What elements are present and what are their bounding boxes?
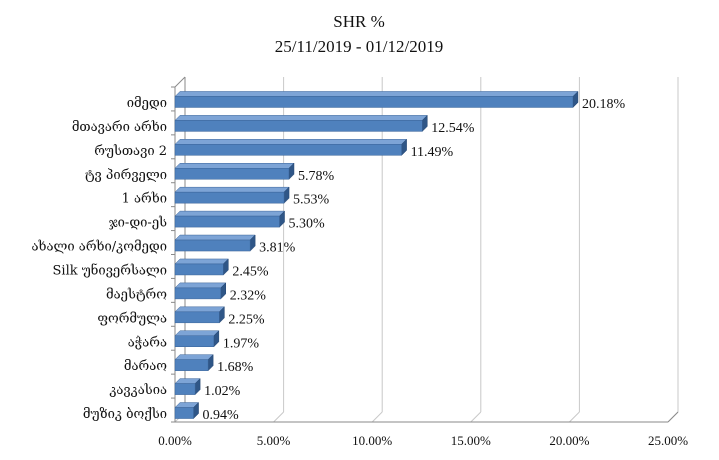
data-label: 1.68% <box>217 360 254 375</box>
bar <box>174 263 224 276</box>
category-label: ტვ პირველი <box>85 168 167 183</box>
bar <box>174 287 222 300</box>
category-label: მუზიკ ბოქსი <box>83 407 167 422</box>
bar <box>174 168 290 180</box>
floor-gridline <box>470 411 482 423</box>
category-label: კავკასია <box>109 383 167 398</box>
x-tick-label: 20.00% <box>549 433 589 448</box>
category-label: მთავარი არხი <box>72 120 167 135</box>
bar-top <box>174 330 220 336</box>
data-label: 20.18% <box>582 97 626 112</box>
bar <box>174 311 220 324</box>
x-tick-label: 25.00% <box>648 433 688 448</box>
data-label: 3.81% <box>259 241 296 256</box>
category-label: მარაო <box>124 359 167 374</box>
category-label: ჯი-დი-ეს <box>109 216 167 231</box>
category-label: იმედი <box>127 96 167 111</box>
bar-top <box>174 282 227 289</box>
bar-top <box>174 186 290 193</box>
x-tick-label: 0.00% <box>158 433 192 448</box>
bar <box>174 359 209 371</box>
x-tick-label: 10.00% <box>352 433 392 448</box>
data-label: 5.30% <box>289 217 326 232</box>
category-label: აჭარა <box>128 335 167 350</box>
floor-edge <box>667 411 679 423</box>
bar-top <box>174 234 256 241</box>
bar <box>174 335 215 347</box>
category-label: ფორმულა <box>97 311 167 326</box>
chart-subtitle: 25/11/2019 - 01/12/2019 <box>275 37 443 56</box>
bar-top <box>174 139 408 145</box>
bar <box>174 215 280 228</box>
data-label: 1.02% <box>204 384 241 399</box>
bar-top <box>174 354 214 360</box>
floor-gridline <box>569 411 580 423</box>
bar-top <box>174 210 286 217</box>
bar <box>174 191 285 204</box>
category-label: ახალი არხი/კომედი <box>32 240 167 255</box>
category-label: Silk უნივერსალი <box>53 262 168 278</box>
plot-area: იმედი 20.18% მთავარი არხი 12.54% რუსთავი 2 11… <box>32 76 688 448</box>
bar-top <box>174 258 229 265</box>
bar <box>174 120 423 132</box>
bar <box>174 144 402 156</box>
floor-gridline <box>273 411 284 423</box>
floor-gridline <box>371 411 383 423</box>
bar-top <box>174 91 579 97</box>
category-label: მაესტრო <box>106 287 167 302</box>
data-label: 2.25% <box>228 312 265 327</box>
data-label: 12.54% <box>431 121 475 136</box>
bar <box>174 383 196 395</box>
data-label: 2.32% <box>230 288 267 303</box>
data-label: 1.97% <box>223 336 259 351</box>
bar-top <box>174 163 295 169</box>
axis-depth-top <box>174 76 186 88</box>
data-label: 2.45% <box>232 264 269 279</box>
bar-top <box>174 306 225 313</box>
x-tick-label: 5.00% <box>257 433 291 448</box>
chart-title: SHR % <box>333 12 384 31</box>
x-tick-label: 15.00% <box>451 433 491 448</box>
category-label: რუსთავი 2 <box>94 144 167 159</box>
data-label: 5.53% <box>293 193 330 208</box>
bar <box>174 96 574 108</box>
data-label: 11.49% <box>411 145 454 160</box>
bar-top <box>174 115 428 121</box>
category-label: 1 არხი <box>122 192 167 207</box>
data-label: 5.78% <box>298 169 335 184</box>
data-label: 0.94% <box>203 408 240 423</box>
bar <box>174 407 194 419</box>
bar <box>174 239 251 252</box>
